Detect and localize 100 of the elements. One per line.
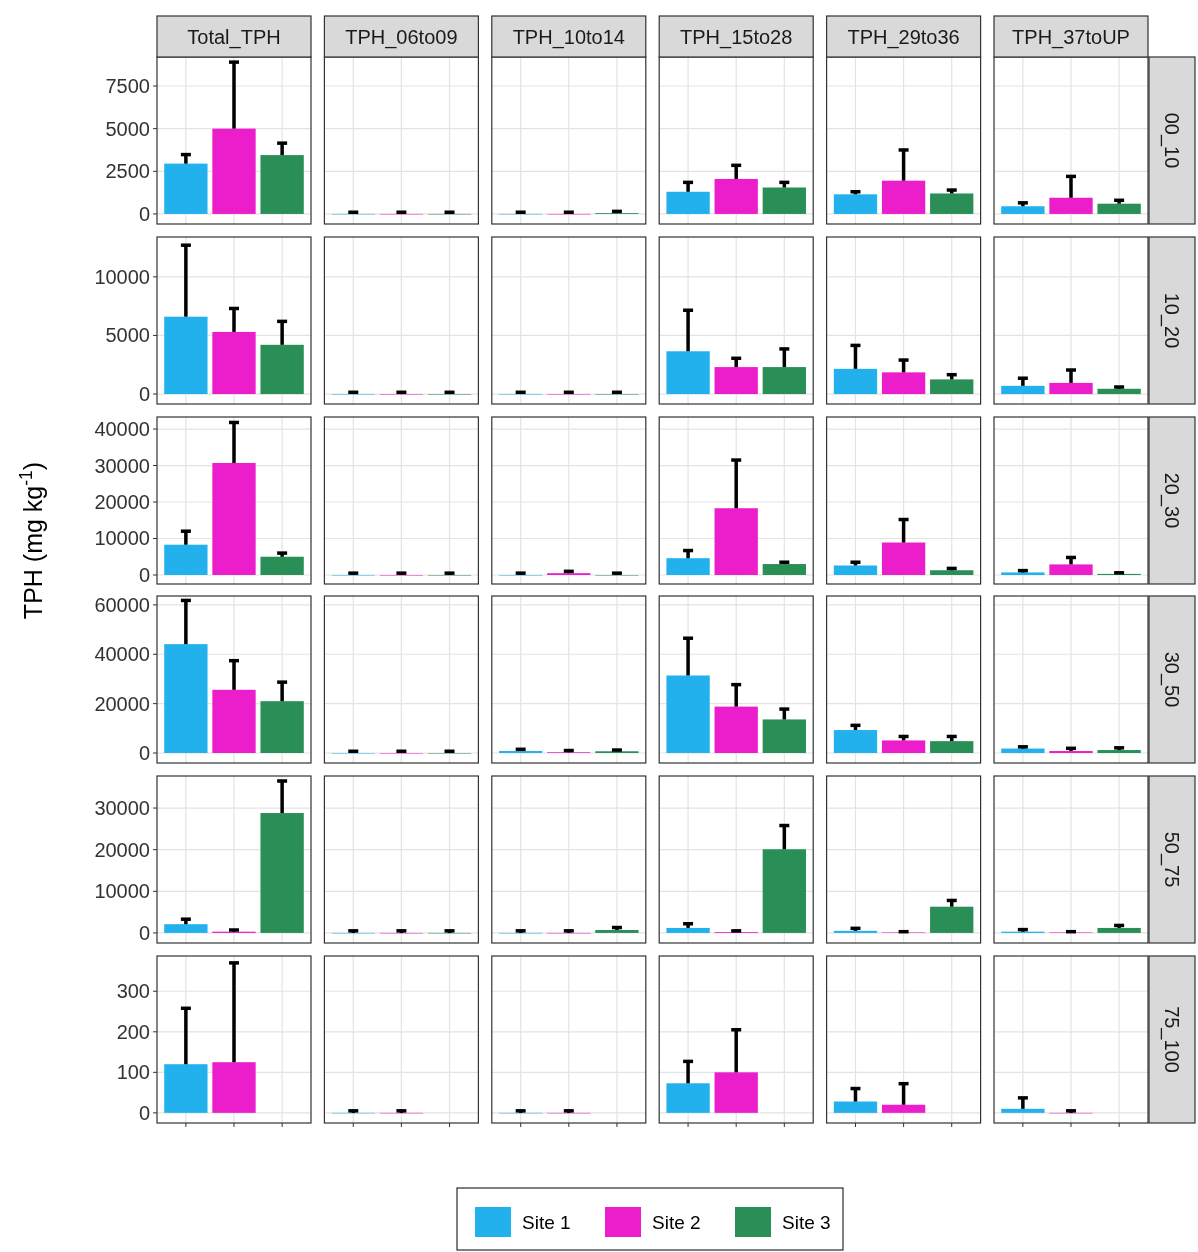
bar [881,542,926,575]
bar [762,187,806,214]
bar [212,1062,256,1113]
bar [930,906,974,934]
bar [666,1083,710,1113]
bar [666,191,710,214]
bar [164,644,208,754]
legend-label: Site 2 [652,1211,701,1233]
bar [762,563,806,575]
bar [1097,203,1141,214]
bar [164,544,208,575]
y-tick-label: 30000 [94,454,150,477]
y-tick-label: 7500 [105,75,150,97]
bar [833,730,878,754]
bar [212,128,256,214]
x-tick-label: TPH_15to28 [680,26,793,49]
bar [714,706,758,754]
bar [881,740,926,754]
y-tick-label: 20000 [94,693,150,716]
bar [833,368,878,394]
y-tick-label: 5000 [105,324,150,347]
bar [714,1072,758,1113]
text: 00_10 [1160,112,1183,169]
bar [260,556,304,575]
bar [762,366,806,394]
bar [833,931,878,934]
bar [833,194,878,214]
bar [930,569,974,575]
x-tick-label: TPH_29to36 [847,26,960,49]
bar [930,379,974,394]
x-tick-label: TPH_37toUP [1012,26,1130,49]
bar [666,557,710,575]
y-tick-label: 20000 [94,490,150,513]
x-tick-label: TPH_10to14 [512,26,625,49]
bar [260,701,304,754]
y-tick-label: 300 [116,980,150,1003]
bar [1001,1108,1045,1113]
y-tick-label: 100 [116,1061,150,1084]
bar [762,719,806,754]
y-tick-label: 40000 [94,643,150,666]
y-tick-label: 0 [138,742,150,765]
y-tick-label: 5000 [105,117,150,140]
bar [212,690,256,754]
bar [666,675,710,754]
text: 75_100 [1160,1006,1183,1073]
bar [1097,928,1141,934]
y-tick-label: 0 [138,382,150,405]
text: 50_75 [1160,831,1183,888]
y-tick-label: 30000 [94,797,150,820]
y-tick-label: 0 [138,202,150,225]
x-tick-label: Total_TPH [187,26,281,49]
bar [762,849,806,934]
legend-label: Site 3 [782,1211,831,1233]
x-tick-label: TPH_06to09 [345,26,458,49]
bar [1049,564,1093,575]
bar [1001,385,1045,394]
y-tick-label: 2500 [105,160,150,183]
bar [212,462,256,575]
bar [1097,750,1141,754]
text: 10_20 [1160,292,1183,349]
bar [260,155,304,214]
y-tick-label: 0 [138,563,150,586]
bar [1049,197,1093,214]
bar [164,1064,208,1113]
bar [1097,388,1141,394]
bar [881,372,926,394]
bar [714,507,758,575]
y-tick-label: 0 [138,922,150,945]
bar [833,565,878,575]
bar [881,1104,926,1113]
bar [833,1101,878,1113]
bar [164,924,208,934]
bar [930,741,974,754]
y-tick-label: 0 [138,1101,150,1124]
y-tick-label: 10000 [94,527,150,550]
bar [1001,748,1045,754]
bar [212,331,256,394]
bar [714,178,758,214]
bar [595,930,639,934]
text: 20_30 [1160,472,1183,528]
y-tick-label: 200 [116,1020,150,1043]
y-tick-label: 10000 [94,880,150,903]
bar [881,180,926,214]
legend-label: Site 1 [522,1211,571,1233]
y-tick-label: 60000 [94,594,150,617]
text: 30_50 [1160,652,1183,708]
y-tick-label: 10000 [94,265,150,288]
bar [714,366,758,394]
y-tick-label: 20000 [94,838,150,861]
bar [164,316,208,394]
bar [260,813,304,934]
bar [1001,572,1045,575]
bar [164,163,208,214]
bar [930,193,974,214]
bar [666,351,710,394]
bar [666,928,710,934]
bar [1001,206,1045,214]
bar [1049,382,1093,394]
bar [260,344,304,394]
y-tick-label: 40000 [94,417,150,440]
